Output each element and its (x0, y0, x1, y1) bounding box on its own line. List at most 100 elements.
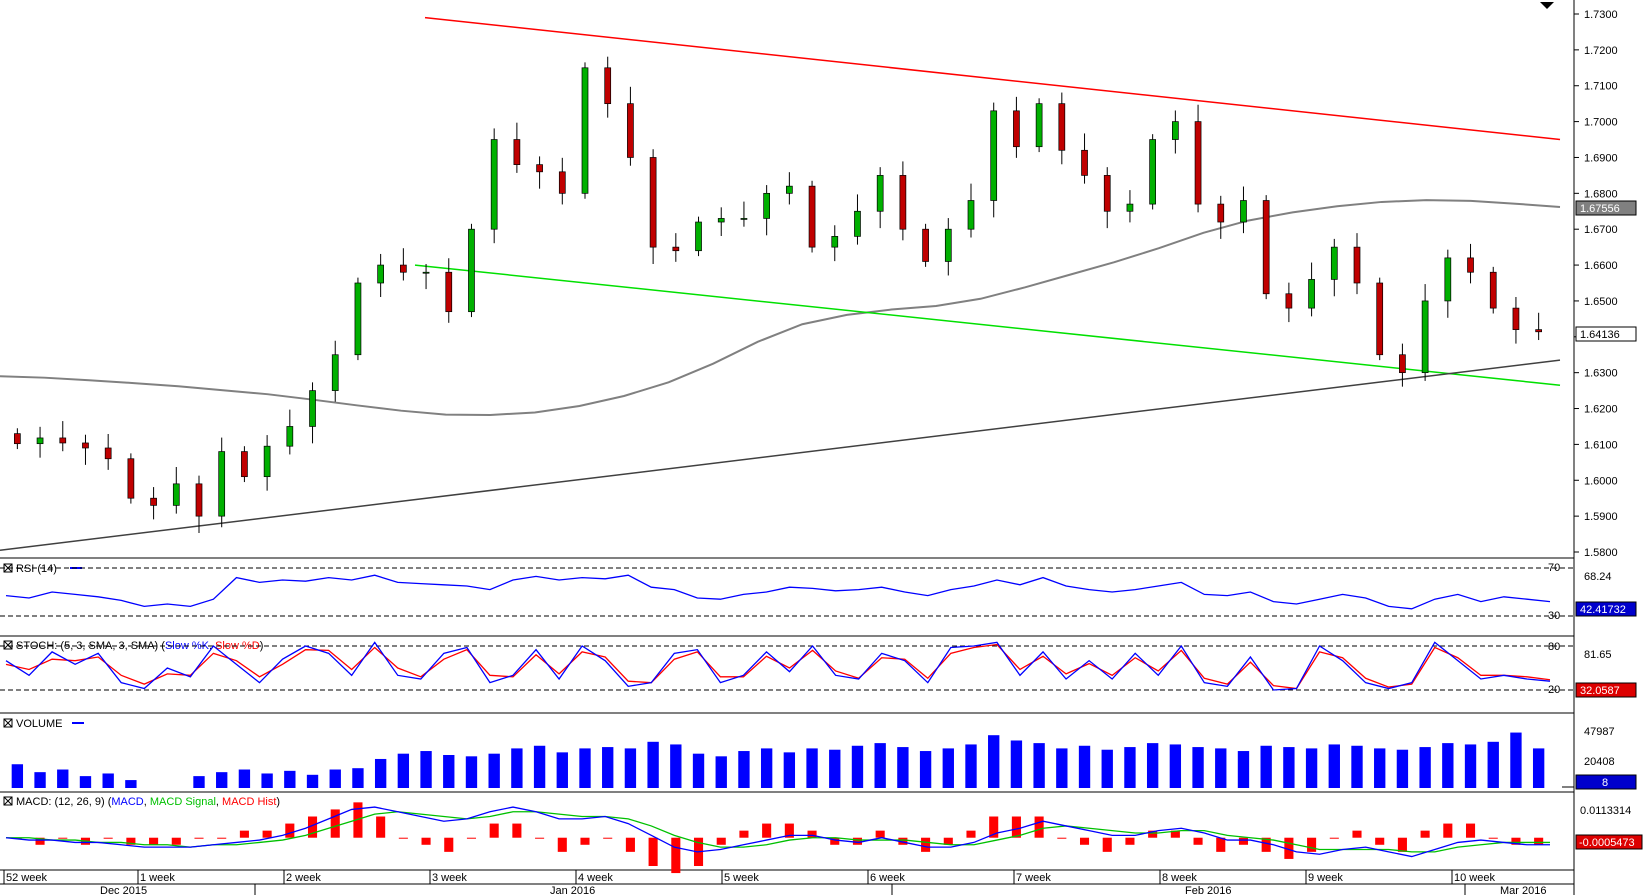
candle-body (717, 218, 725, 223)
price-tick-label: 1.7000 (1584, 117, 1618, 129)
macd-hist-bar (898, 837, 908, 845)
volume-bar (193, 776, 205, 788)
macd-line (5, 806, 1550, 858)
candle-body (286, 426, 294, 447)
candle-body (218, 451, 226, 517)
price-tick-label: 1.7300 (1584, 9, 1618, 21)
volume-toggle-icon[interactable] (3, 718, 13, 728)
volume-bar (1351, 745, 1363, 788)
macd-hist-bar (648, 837, 658, 866)
price-tick-label: 1.5800 (1584, 547, 1618, 559)
price-tick-label: 1.6300 (1584, 368, 1618, 380)
macd-hist-bar (1284, 837, 1294, 859)
macd-top-label: 0.0113314 (1580, 805, 1631, 817)
volume-bar (715, 756, 727, 788)
macd-hist-bar (535, 837, 545, 839)
week-label: 8 week (1162, 872, 1197, 884)
volume-bar (1033, 743, 1045, 788)
macd-hist-bar (376, 816, 386, 838)
volume-bar (919, 751, 932, 788)
scroll-arrow-icon[interactable] (1540, 2, 1554, 9)
volume-bar (34, 772, 46, 788)
macd-hist-bar (603, 837, 613, 839)
candle-body (400, 264, 407, 273)
macd-hist-bar (580, 837, 590, 845)
volume-bar (1487, 741, 1499, 788)
volume-top-label: 47987 (1584, 726, 1615, 738)
volume-bar (1237, 751, 1250, 788)
macd-current-box (1575, 834, 1643, 850)
macd-hist-bar (421, 837, 431, 845)
volume-bar (1192, 747, 1204, 788)
volume-bar (216, 772, 228, 788)
candle-body (1308, 279, 1315, 309)
macd-hist-bar (307, 816, 318, 838)
price-axis: 1.7300 1.7200 1.7100 1.7000 1.6900 1.6800 1.67… (1574, 9, 1618, 559)
candle-body (944, 228, 952, 262)
macd-hist-bar (989, 816, 999, 838)
macd-hist-bar (1148, 830, 1158, 838)
candle-body (1103, 175, 1111, 212)
candle-body (922, 228, 929, 262)
last-price-box (1575, 326, 1637, 342)
candle-body (468, 228, 475, 313)
candle-body (1489, 271, 1497, 309)
volume-bar (1305, 748, 1318, 788)
rsi-top-label: 68.24 (1584, 571, 1612, 583)
price-tick-label: 1.6500 (1584, 296, 1618, 308)
candle-body (1399, 354, 1406, 374)
trendlines (0, 16, 1561, 551)
volume-bar (1374, 748, 1386, 788)
candle-body (1285, 293, 1293, 309)
price-tick-label: 1.6600 (1584, 260, 1618, 272)
week-label: 5 week (724, 872, 759, 884)
volume-bar (942, 748, 954, 788)
stoch-current-label: 32.0587 (1580, 685, 1620, 697)
macd-title: MACD: (12, 26, 9) (MACD, MACD Signal, MA… (16, 796, 280, 808)
volume-bar (897, 747, 909, 788)
volume-bar (1078, 745, 1091, 788)
candle-body (1262, 200, 1270, 295)
macd-toggle-icon[interactable] (3, 796, 13, 806)
macd-hist-bar (1193, 837, 1203, 845)
volume-bar (738, 751, 750, 788)
candlesticks (14, 56, 1542, 533)
candle-body (445, 271, 453, 313)
candle-body (1444, 257, 1452, 302)
volume-bar (511, 748, 523, 788)
volume-bar (670, 744, 682, 788)
macd-hist-bar (126, 837, 136, 845)
volume-bar (1328, 744, 1340, 788)
volume-bar (238, 769, 251, 788)
volume-bar (556, 752, 568, 788)
macd-hist-bar (739, 830, 749, 838)
candle-body (1330, 246, 1338, 280)
volume-bar (1010, 740, 1023, 788)
candle-body (490, 139, 498, 230)
macd-hist-bar (671, 837, 681, 874)
volume-bar (1442, 743, 1454, 788)
volume-bar (1169, 744, 1182, 788)
candle-body (354, 282, 362, 356)
volume-bar (624, 748, 637, 788)
volume-bar (874, 743, 886, 788)
stoch-toggle-icon[interactable] (3, 640, 13, 650)
ma-value-box (1575, 200, 1637, 216)
week-label: 2 week (286, 872, 321, 884)
candle-body (331, 354, 339, 391)
candle-body (831, 236, 839, 248)
candle-body (1217, 203, 1225, 223)
volume-bar (1260, 745, 1272, 788)
macd-hist-bar (262, 830, 272, 838)
volume-bar (1464, 744, 1477, 788)
macd-hist-bar (1511, 837, 1521, 845)
macd-hist-bar (943, 837, 953, 845)
candle-body (377, 264, 384, 284)
rsi-series-line (5, 574, 1551, 610)
volume-bar (579, 748, 591, 788)
candle-body (1535, 329, 1542, 333)
volume-current-label: 8 (1602, 777, 1608, 789)
volume-current-box (1575, 774, 1637, 790)
volume-bar (851, 745, 864, 788)
